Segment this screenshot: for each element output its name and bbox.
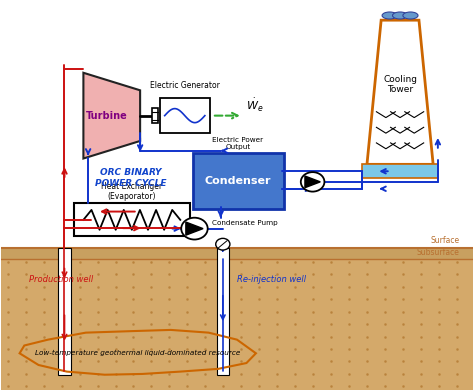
- Ellipse shape: [403, 12, 418, 19]
- Ellipse shape: [382, 12, 397, 19]
- Text: Re-injection well: Re-injection well: [237, 275, 306, 284]
- Bar: [160, 98, 210, 133]
- Polygon shape: [83, 73, 140, 158]
- Text: Cooling
Tower: Cooling Tower: [383, 75, 417, 94]
- Polygon shape: [305, 176, 320, 188]
- Text: Condenser: Condenser: [205, 176, 272, 186]
- Circle shape: [301, 172, 324, 192]
- Text: Heat Exchanger
(Evaporator): Heat Exchanger (Evaporator): [101, 182, 163, 201]
- Circle shape: [181, 218, 208, 240]
- FancyBboxPatch shape: [192, 153, 284, 209]
- Text: Condensate Pump: Condensate Pump: [212, 219, 278, 226]
- Text: Subsurface: Subsurface: [416, 248, 459, 257]
- Circle shape: [216, 239, 230, 250]
- Text: $\dot{W}_e$: $\dot{W}_e$: [246, 97, 264, 114]
- Bar: [58, 248, 71, 375]
- Bar: [0, 248, 474, 259]
- Ellipse shape: [392, 12, 408, 19]
- Text: Low-temperature geothermal liquid-dominated resource: Low-temperature geothermal liquid-domina…: [35, 350, 240, 356]
- Bar: [217, 248, 229, 375]
- Text: Turbine: Turbine: [86, 111, 128, 121]
- Text: ORC BINARY
POWER CYCLE: ORC BINARY POWER CYCLE: [95, 168, 166, 188]
- Text: Electric Generator: Electric Generator: [150, 81, 220, 90]
- Polygon shape: [186, 222, 203, 235]
- Text: Production well: Production well: [29, 275, 93, 284]
- Polygon shape: [367, 20, 433, 164]
- Bar: [152, 108, 157, 124]
- Bar: [0, 248, 474, 390]
- Text: Electric Power
Output: Electric Power Output: [212, 137, 264, 150]
- Bar: [362, 164, 438, 178]
- Bar: [74, 203, 190, 237]
- Text: Surface: Surface: [430, 237, 459, 246]
